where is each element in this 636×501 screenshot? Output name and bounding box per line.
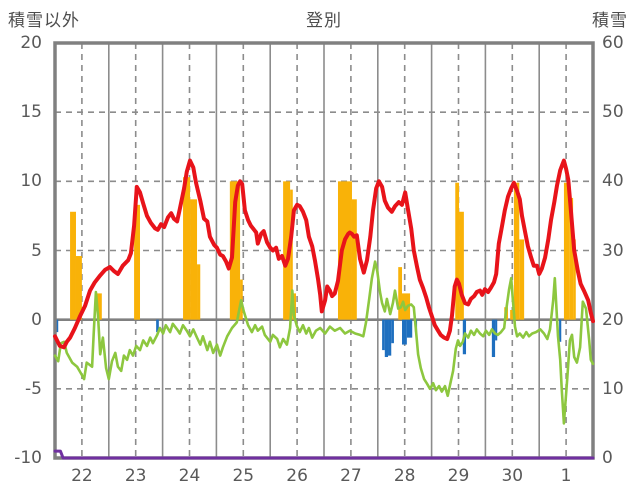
x-axis-label-1: 1 [560,466,572,486]
blue-bars-bar [391,319,394,344]
orange-bars-bar [134,204,141,320]
left-axis-tick-20: 20 [20,33,42,53]
orange-bars-bar [290,189,293,320]
x-axis-label-25: 25 [232,466,255,486]
left-axis-tick-0: 0 [31,309,42,330]
green-line [53,260,595,425]
right-axis-tick-50: 50 [602,102,624,123]
blue-bars-bar [388,319,392,356]
right-axis-tick-20: 20 [602,309,624,330]
orange-bars-bar [351,199,357,320]
blue-bars-bar [495,319,498,341]
x-axis-label-28: 28 [393,466,416,486]
orange-bars-bar [229,181,241,320]
blue-bars-bar [402,319,407,345]
x-axis-label-24: 24 [178,466,201,486]
x-axis-label-30: 30 [501,466,524,486]
orange-bars-bar [183,177,191,320]
right-axis-title: 積雪 [592,11,628,31]
right-axis-tick-40: 40 [602,171,624,192]
x-axis-label-27: 27 [340,466,362,486]
blue-bars-bar [156,319,159,333]
blue-bars-bar [406,319,413,338]
blue-bars-bar [491,319,496,358]
orange-bars-bar [96,293,102,320]
left-axis-tick--5: -5 [25,378,42,399]
orange-bars-bar [459,211,464,320]
orange-bars-bar [563,182,570,320]
right-axis-tick-60: 60 [602,33,624,53]
orange-bars-bar [337,181,352,320]
orange-bars-bar [519,239,525,320]
orange-bars-bar [190,199,198,320]
orange-bars-bar [70,211,76,320]
left-axis-tick-10: 10 [20,171,42,192]
orange-bars-bar [398,267,403,320]
blue-bars-bar [559,319,562,342]
x-axis-label-26: 26 [286,466,308,486]
right-axis-tick-30: 30 [602,240,624,261]
x-axis-label-22: 22 [71,466,93,486]
orange-bars-bar [573,239,576,320]
orange-bars-bar [455,182,460,320]
red-line [53,158,595,350]
left-axis-tick-15: 15 [20,102,42,123]
x-axis-label-23: 23 [124,466,147,486]
left-axis-tick--10: -10 [14,448,42,468]
left-axis-tick-5: 5 [31,240,42,261]
blue-bars-bar [382,319,385,351]
chart-title: 登別 [306,11,342,31]
right-axis-tick-0: 0 [602,448,613,468]
right-axis-tick-10: 10 [602,378,624,399]
orange-bars-bar [197,264,201,320]
orange-bars-bar [75,256,82,320]
blue-bars-bar [384,319,389,358]
orange-bars-bar [569,197,574,320]
orange-bars-bar [513,182,520,320]
x-axis-label-29: 29 [447,466,470,486]
purple-line [53,449,595,460]
left-axis-title: 積雪以外 [8,11,80,31]
orange-bars-bar [510,309,514,320]
orange-bars-bar [283,181,291,320]
